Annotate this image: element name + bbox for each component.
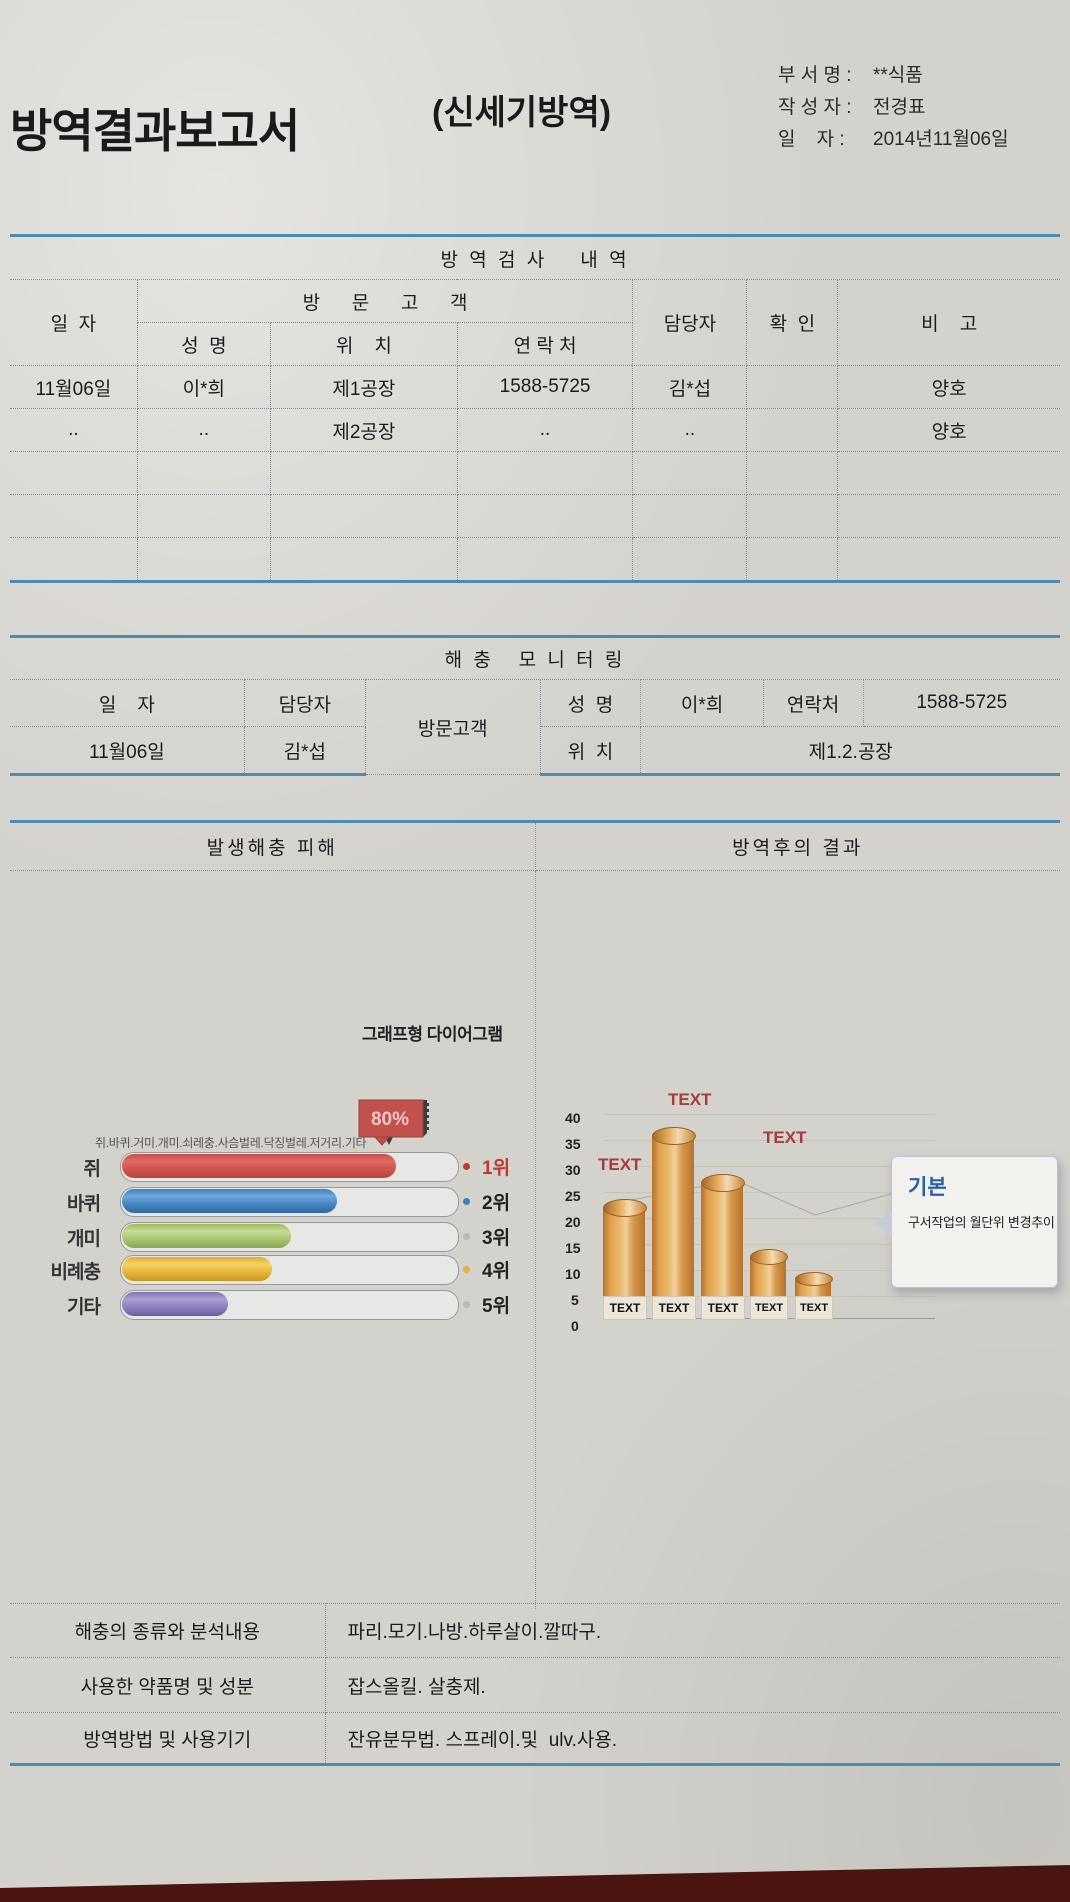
svg-text:80%: 80%: [371, 1109, 409, 1130]
